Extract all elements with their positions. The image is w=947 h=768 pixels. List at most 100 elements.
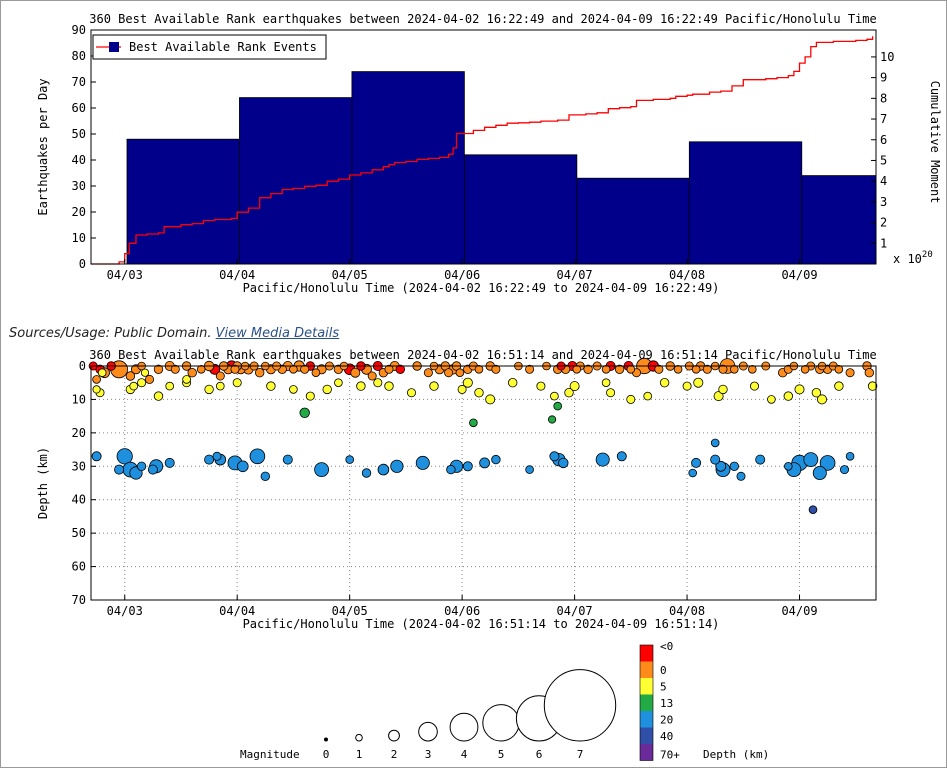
depth-legend-label: 20 — [660, 713, 673, 726]
quake-point — [390, 459, 404, 473]
bar-4 — [576, 177, 690, 265]
sources-usage: Sources/Usage: Public Domain. View Media… — [9, 326, 339, 341]
y2-axis-label: Cumulative Moment — [928, 81, 942, 204]
quake-point — [553, 401, 562, 411]
quake-point — [834, 381, 844, 391]
magnitude-legend-title: Magnitude — [240, 748, 300, 761]
sources-text: Sources/Usage: Public Domain. — [9, 326, 212, 341]
quake-point — [583, 364, 593, 375]
bar-5 — [688, 141, 803, 265]
quake-point — [182, 375, 191, 384]
y2-tick-label: 3 — [880, 195, 887, 209]
quake-point — [713, 391, 724, 402]
magnitude-legend-circle — [449, 712, 479, 742]
quake-point — [164, 457, 175, 468]
quake-point — [170, 364, 180, 374]
quake-point — [750, 381, 760, 391]
quake-point — [429, 381, 439, 391]
x-tick-label: 04/08 — [669, 268, 705, 282]
bar-3 — [463, 154, 578, 265]
quake-point — [216, 381, 225, 391]
quake-point — [845, 452, 855, 461]
quake-point — [97, 368, 107, 378]
quake-point — [812, 466, 827, 481]
y-tick-label: 90 — [72, 23, 86, 37]
quake-point — [747, 364, 757, 374]
quake-point — [345, 455, 355, 464]
plot-frame — [90, 29, 877, 265]
x-axis-label: Pacific/Honolulu Time (2024-04-02 16:22:… — [243, 281, 720, 295]
quake-point — [350, 367, 361, 378]
x-tick-label: 04/05 — [332, 268, 368, 282]
quake-point — [406, 388, 416, 398]
y2-tick-label: 4 — [880, 174, 887, 188]
depth-legend-frame — [639, 644, 654, 761]
quake-point — [91, 451, 102, 462]
quake-point — [215, 371, 225, 381]
bar-6 — [801, 175, 877, 265]
quake-point — [457, 384, 467, 394]
quake-point — [125, 371, 136, 381]
quake-point — [811, 388, 822, 398]
y-tick-label: 40 — [72, 153, 86, 167]
quake-point — [767, 395, 776, 404]
depth-legend-title: Depth (km) — [703, 748, 769, 761]
quake-point — [643, 391, 652, 401]
quake-point — [289, 364, 298, 374]
quake-point — [626, 364, 636, 374]
depth-legend-label: 13 — [660, 697, 673, 710]
quake-point — [729, 364, 739, 374]
magnitude-legend-circle — [482, 704, 520, 742]
view-media-details-link[interactable]: View Media Details — [215, 326, 340, 341]
x-tick-label: 04/06 — [444, 268, 480, 282]
quake-point — [153, 364, 164, 375]
depth-legend-label: 70+ — [660, 748, 680, 761]
quake-point — [367, 371, 377, 381]
quake-point — [549, 451, 560, 462]
quake-point — [255, 368, 265, 378]
quake-point — [659, 378, 670, 388]
quake-point — [136, 461, 147, 472]
x-tick-label: 04/09 — [781, 604, 817, 618]
bar-2 — [351, 71, 465, 265]
y-tick-label: 20 — [72, 426, 86, 440]
legend-label: Best Available Rank Events — [129, 40, 317, 54]
quake-point — [92, 385, 101, 394]
quake-point — [783, 462, 793, 471]
quake-point — [491, 454, 501, 465]
y-tick-label: 30 — [72, 459, 86, 473]
y-tick-label: 0 — [79, 359, 86, 373]
quake-point — [474, 388, 484, 398]
quake-point — [479, 457, 491, 469]
quake-point — [237, 460, 249, 473]
quake-point — [558, 457, 569, 469]
depth-legend-swatch — [640, 694, 653, 711]
quake-point — [415, 455, 430, 470]
quake-point — [710, 438, 720, 448]
quake-point — [845, 368, 855, 378]
quake-point — [794, 384, 805, 395]
magnitude-legend-circle — [543, 669, 617, 742]
depth-legend-swatch — [640, 661, 653, 678]
quake-point — [474, 364, 484, 374]
quake-point — [322, 384, 332, 395]
quake-point — [249, 448, 266, 465]
quake-point — [423, 368, 433, 378]
magnitude-legend-label: 7 — [577, 748, 584, 761]
quake-point — [682, 381, 692, 391]
magnitude-legend-circle — [324, 737, 328, 742]
depth-legend-label: <0 — [660, 640, 673, 653]
quake-point — [673, 364, 683, 374]
magnitude-legend-label: 0 — [323, 748, 330, 761]
y-tick-label: 20 — [72, 205, 86, 219]
y2-tick-label: 8 — [880, 91, 887, 105]
x-tick-label: 04/05 — [332, 604, 368, 618]
quake-point — [691, 457, 702, 468]
quake-point — [840, 465, 850, 475]
quake-point — [525, 364, 535, 374]
quake-point — [718, 384, 728, 395]
y2-exponent: 20 — [922, 250, 933, 260]
x-tick-label: 04/07 — [557, 268, 593, 282]
quake-point — [736, 471, 746, 481]
quake-point — [230, 364, 240, 374]
